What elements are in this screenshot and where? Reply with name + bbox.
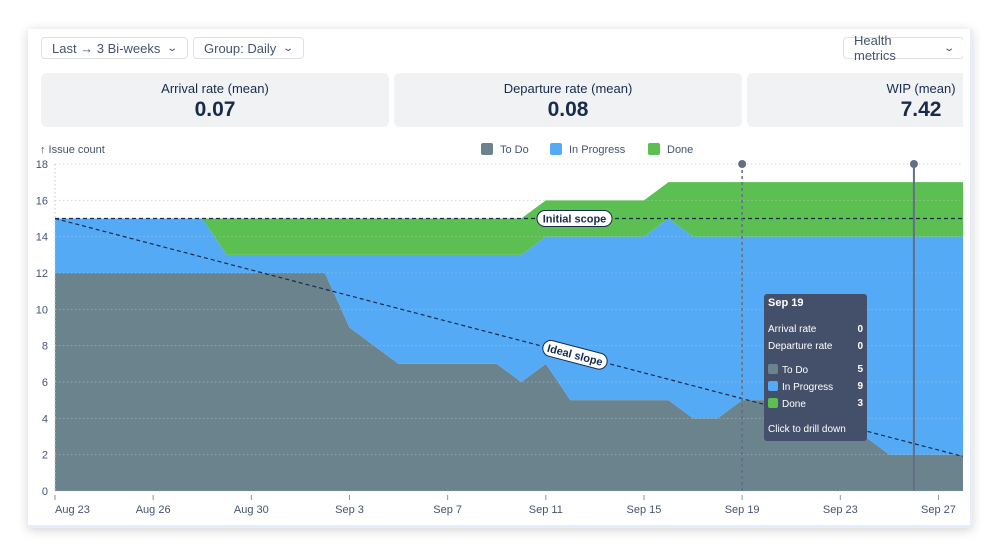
y-tick-label: 4 (42, 413, 48, 425)
legend-swatch-icon (648, 143, 660, 155)
tooltip-label: Done (782, 398, 806, 410)
y-tick-label: 12 (36, 268, 48, 280)
tooltip-value: 0 (857, 341, 863, 352)
tooltip-value: 0 (857, 324, 863, 335)
metric-value: 0.07 (194, 98, 236, 121)
legend-item[interactable]: In Progress (569, 144, 626, 156)
y-tick-label: 18 (36, 159, 48, 171)
legend-item[interactable]: To Do (500, 144, 529, 156)
chevron-down-icon: ⌄ (282, 42, 295, 54)
tooltip-row-done: Done 3 (768, 395, 863, 412)
x-tick-label: Sep 15 (627, 504, 662, 516)
x-tick-label: Aug 26 (136, 504, 171, 516)
initial-scope-badge (536, 210, 613, 227)
metric-wip: WIP (mean) 7.42 (747, 73, 963, 127)
inprogress-swatch-icon (768, 380, 778, 391)
y-tick-label: 6 (42, 377, 48, 389)
tooltip-value: 9 (857, 381, 863, 392)
x-tick-label: Sep 23 (823, 504, 858, 516)
legend-swatch-icon (550, 143, 562, 155)
health-metrics-label: Health metrics (854, 33, 896, 63)
marker-handle[interactable] (738, 160, 747, 168)
x-tick-label: Sep 11 (529, 504, 563, 516)
cumulative-flow-chart[interactable]: 0 2 4 6 8 10 12 14 16 18 ↑ Issue count Aug 23 Aug 26… (0, 0, 963, 558)
x-tick-label: Sep 7 (433, 504, 462, 516)
tooltip-value: 5 (857, 364, 863, 375)
chart-tooltip[interactable]: Sep 19 Arrival rate 0 Departure rate 0 To … (764, 294, 867, 441)
x-tick-label: Aug 23 (55, 504, 90, 516)
y-tick-label: 14 (36, 232, 48, 244)
chevron-down-icon: ⌄ (942, 42, 955, 54)
x-tick-label: Aug 30 (234, 504, 269, 516)
y-tick-label: 16 (36, 195, 48, 207)
tooltip-date: Sep 19 (768, 297, 804, 309)
tooltip-row-todo: To Do 5 (768, 361, 863, 378)
y-tick-label: 0 (42, 486, 48, 498)
metric-value: 0.08 (547, 98, 589, 121)
y-tick-label: 10 (36, 304, 48, 316)
chart-panel: Last → 3 Bi-weeks ⌄ Group: Daily ⌄ Healt… (0, 0, 963, 558)
metric-title: Departure rate (mean) (503, 81, 633, 96)
x-tick-label: Sep 19 (725, 504, 760, 516)
initial-scope-label: Initial scope (543, 214, 607, 226)
x-tick-label: Sep 27 (921, 504, 956, 516)
group-label: Group: Daily (204, 40, 277, 56)
tooltip-row-arrival: Arrival rate 0 (768, 321, 863, 338)
x-tick-label: Sep 3 (335, 504, 364, 516)
chevron-down-icon: ⌄ (166, 42, 179, 54)
group-dropdown[interactable]: Group: Daily ⌄ (193, 37, 304, 59)
done-swatch-icon (768, 397, 778, 408)
marker-handle[interactable] (909, 160, 918, 168)
y-tick-label: 8 (42, 341, 48, 353)
tooltip-label: To Do (782, 364, 809, 376)
y-tick-label: 2 (42, 450, 48, 462)
metric-departure-rate: Departure rate (mean) 0.08 (394, 73, 742, 127)
todo-swatch-icon (768, 363, 778, 374)
tooltip-label: Departure rate (768, 341, 833, 352)
date-range-label: Last → 3 Bi-weeks (52, 40, 161, 56)
legend-swatch-icon (481, 143, 493, 155)
tooltip-label: Arrival rate (768, 324, 817, 335)
area-in-progress (55, 218, 963, 455)
tooltip-drill-down-link[interactable]: Click to drill down (768, 424, 846, 435)
y-axis-label: ↑ Issue count (40, 144, 105, 156)
metric-arrival-rate: Arrival rate (mean) 0.07 (41, 73, 389, 127)
metric-title: WIP (mean) (886, 81, 956, 96)
ideal-slope-pill (542, 339, 608, 370)
date-range-dropdown[interactable]: Last → 3 Bi-weeks ⌄ (41, 37, 188, 59)
health-metrics-dropdown[interactable]: Health metrics ⌄ (843, 33, 963, 63)
tooltip-row-departure: Departure rate 0 (768, 338, 863, 355)
metric-title: Arrival rate (mean) (161, 81, 269, 96)
ideal-slope-line (54, 217, 963, 458)
tooltip-label: In Progress (782, 381, 834, 393)
tooltip-value: 3 (857, 398, 863, 409)
legend-item[interactable]: Done (667, 144, 693, 156)
area-to-do (55, 273, 963, 491)
metric-value: 7.42 (900, 98, 942, 121)
tooltip-row-inprogress: In Progress 9 (768, 378, 863, 395)
